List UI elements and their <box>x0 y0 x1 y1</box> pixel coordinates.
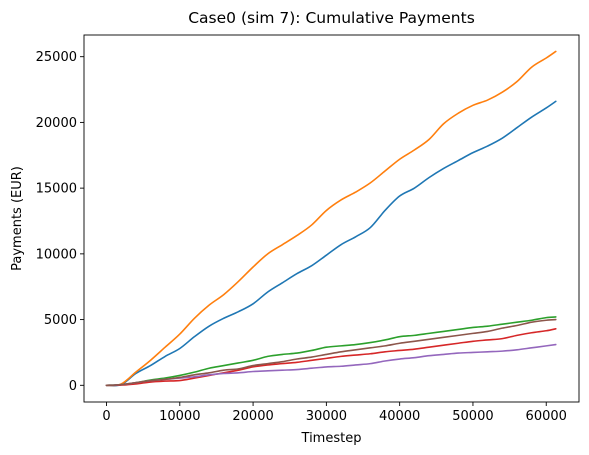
x-axis-label: Timestep <box>301 431 362 446</box>
y-tick-label: 25000 <box>36 50 77 65</box>
x-tick-label: 60000 <box>526 409 567 424</box>
series-line-1 <box>105 100 557 387</box>
x-tick-label: 20000 <box>232 409 273 424</box>
chart-title: Case0 (sim 7): Cumulative Payments <box>188 9 475 27</box>
x-tick-label: 50000 <box>452 409 493 424</box>
x-axis: 0 10000 20000 30000 40000 50000 60000 <box>102 402 567 424</box>
y-tick-label: 20000 <box>36 116 77 131</box>
y-tick-label: 5000 <box>44 313 77 328</box>
series-layer <box>105 50 557 387</box>
x-tick-label: 0 <box>102 409 110 424</box>
x-tick-label: 30000 <box>306 409 347 424</box>
y-tick-label: 10000 <box>36 247 77 262</box>
y-axis-label: Payments (EUR) <box>10 166 25 271</box>
plot-frame <box>83 34 580 403</box>
series-line-3 <box>105 316 557 387</box>
y-tick-label: 0 <box>69 379 77 394</box>
y-axis: 0 5000 10000 15000 20000 25000 <box>36 50 84 394</box>
series-line-6 <box>105 318 557 387</box>
x-tick-label: 40000 <box>379 409 420 424</box>
x-tick-label: 10000 <box>159 409 200 424</box>
series-line-4 <box>105 327 557 387</box>
series-line-2 <box>105 50 557 387</box>
y-tick-label: 15000 <box>36 182 77 197</box>
